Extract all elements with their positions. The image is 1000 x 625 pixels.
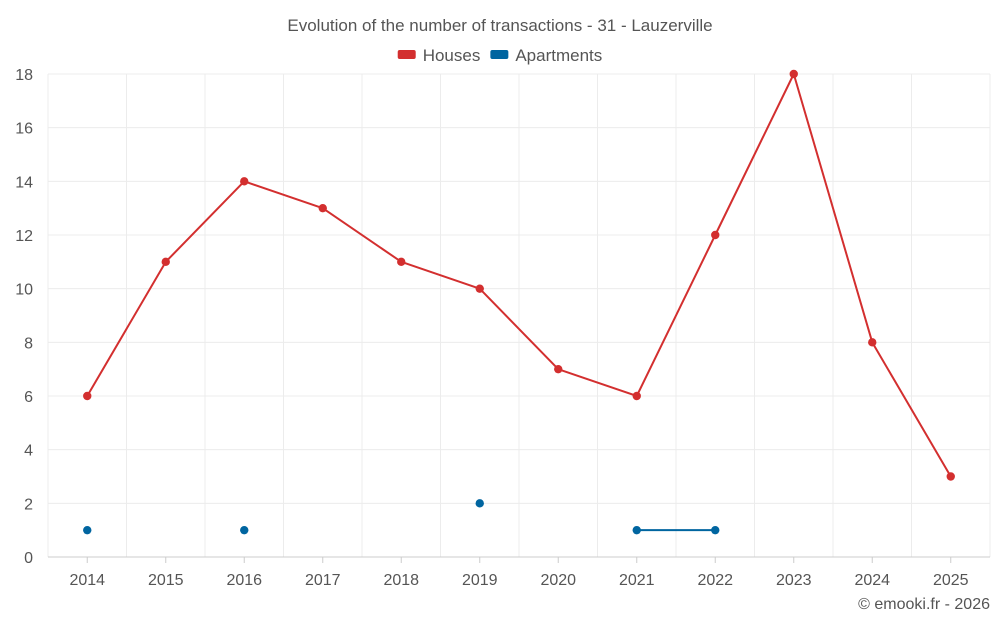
x-tick-label: 2015	[148, 572, 184, 589]
series-apartments	[83, 499, 720, 535]
data-point-houses	[240, 177, 249, 186]
legend-label-houses: Houses	[423, 46, 481, 65]
data-point-apartments	[711, 525, 720, 535]
legend-swatch-apartments	[490, 50, 509, 59]
x-tick-label: 2019	[462, 572, 498, 589]
x-tick-label: 2024	[854, 572, 890, 589]
series-layer	[83, 69, 955, 535]
x-tick-label: 2017	[305, 572, 341, 589]
y-tick-label: 8	[24, 335, 33, 352]
x-tick-label: 2021	[619, 572, 655, 589]
x-tick-label: 2020	[540, 572, 576, 589]
y-tick-label: 6	[24, 389, 33, 406]
y-tick-label: 18	[15, 67, 33, 84]
data-point-apartments	[475, 499, 484, 508]
data-point-houses	[632, 391, 641, 401]
data-point-houses	[83, 391, 92, 401]
series-line-houses	[86, 73, 952, 478]
y-axis: 0 2 4 6 8 10 12 14 16 18	[15, 67, 33, 567]
grid	[47, 73, 991, 557]
x-tick-label: 2018	[383, 572, 419, 589]
data-point-houses	[711, 230, 720, 240]
y-tick-label: 4	[24, 443, 33, 460]
y-tick-label: 2	[24, 496, 33, 513]
data-point-houses	[554, 364, 563, 374]
chart-title: Evolution of the number of transactions …	[287, 16, 712, 35]
series-houses	[83, 69, 955, 481]
data-point-houses	[318, 203, 327, 213]
legend-item-houses: Houses	[397, 46, 481, 65]
legend-label-apartments: Apartments	[515, 46, 602, 65]
copyright-label: © emooki.fr - 2026	[858, 596, 990, 613]
y-tick-label: 10	[15, 282, 33, 299]
x-tick-label: 2016	[226, 572, 262, 589]
data-point-houses	[946, 472, 955, 481]
data-point-houses	[789, 69, 798, 79]
data-point-houses	[397, 257, 406, 267]
data-point-houses	[475, 284, 484, 293]
x-tick-label: 2014	[69, 572, 105, 589]
legend-item-apartments: Apartments	[490, 46, 602, 65]
x-tick-label: 2022	[697, 572, 733, 589]
y-tick-label: 0	[24, 550, 33, 567]
data-point-apartments	[632, 525, 641, 535]
legend: Houses Apartments	[397, 46, 602, 65]
y-tick-label: 16	[15, 121, 33, 138]
x-axis: 2014 2015 2016 2017 2018 2019 2020 2021 2022 2023…	[48, 556, 990, 589]
legend-swatch-houses	[397, 50, 416, 59]
y-tick-label: 14	[15, 174, 33, 191]
data-point-apartments	[83, 525, 92, 535]
data-point-houses	[161, 257, 170, 267]
y-tick-label: 12	[15, 228, 33, 245]
x-tick-label: 2025	[933, 572, 969, 589]
data-point-houses	[868, 338, 877, 347]
data-point-apartments	[240, 525, 249, 535]
x-tick-label: 2023	[776, 572, 812, 589]
